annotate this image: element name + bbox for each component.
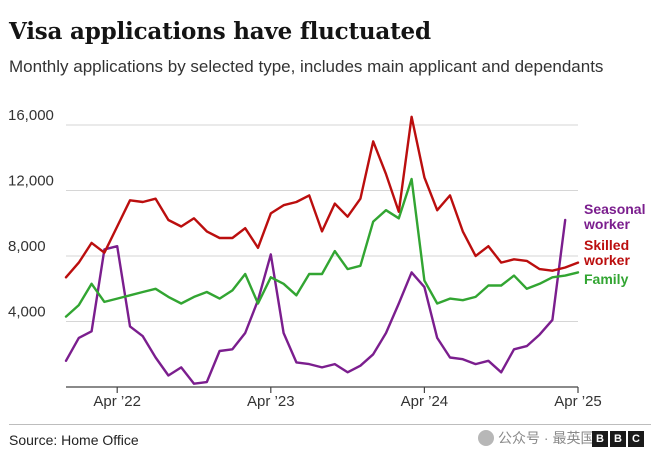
series-label-seasonal: Seasonal — [584, 201, 645, 217]
y-tick-label: 12,000 — [8, 173, 54, 190]
x-tick-label: Apr ’25 — [554, 393, 602, 410]
y-tick-label: 8,000 — [8, 238, 46, 255]
x-tick-label: Apr ’23 — [247, 393, 295, 410]
series-label-seasonal: worker — [583, 216, 630, 232]
x-tick-label: Apr ’22 — [93, 393, 141, 410]
x-tick-label: Apr ’24 — [401, 393, 449, 410]
watermark: 公众号 · 最英国 — [478, 428, 594, 448]
chart-title: Visa applications have fluctuated — [9, 18, 431, 45]
watermark-text: 公众号 · 最英国 — [498, 430, 595, 446]
line-chart: 4,000 8,000 12,000 16,000 Apr ’22 Apr ’23 Apr … — [8, 107, 645, 410]
source-note: Source: Home Office — [9, 432, 139, 448]
series-label-skilled: worker — [583, 252, 630, 268]
bbc-logo-letter: B — [592, 431, 608, 447]
series-line-family — [64, 177, 580, 318]
footer-divider — [9, 424, 651, 425]
bbc-logo-letter: B — [610, 431, 626, 447]
series-label-family: Family — [584, 271, 629, 287]
bbc-logo: B B C — [592, 431, 644, 447]
series-line-seasonal — [64, 218, 567, 385]
y-tick-label: 4,000 — [8, 304, 46, 321]
series-label-skilled: Skilled — [584, 237, 629, 253]
series-line-skilled — [64, 115, 580, 279]
bbc-logo-letter: C — [628, 431, 644, 447]
chart-subtitle: Monthly applications by selected type, i… — [9, 57, 604, 76]
y-tick-label: 16,000 — [8, 107, 54, 124]
wechat-icon — [478, 430, 494, 446]
